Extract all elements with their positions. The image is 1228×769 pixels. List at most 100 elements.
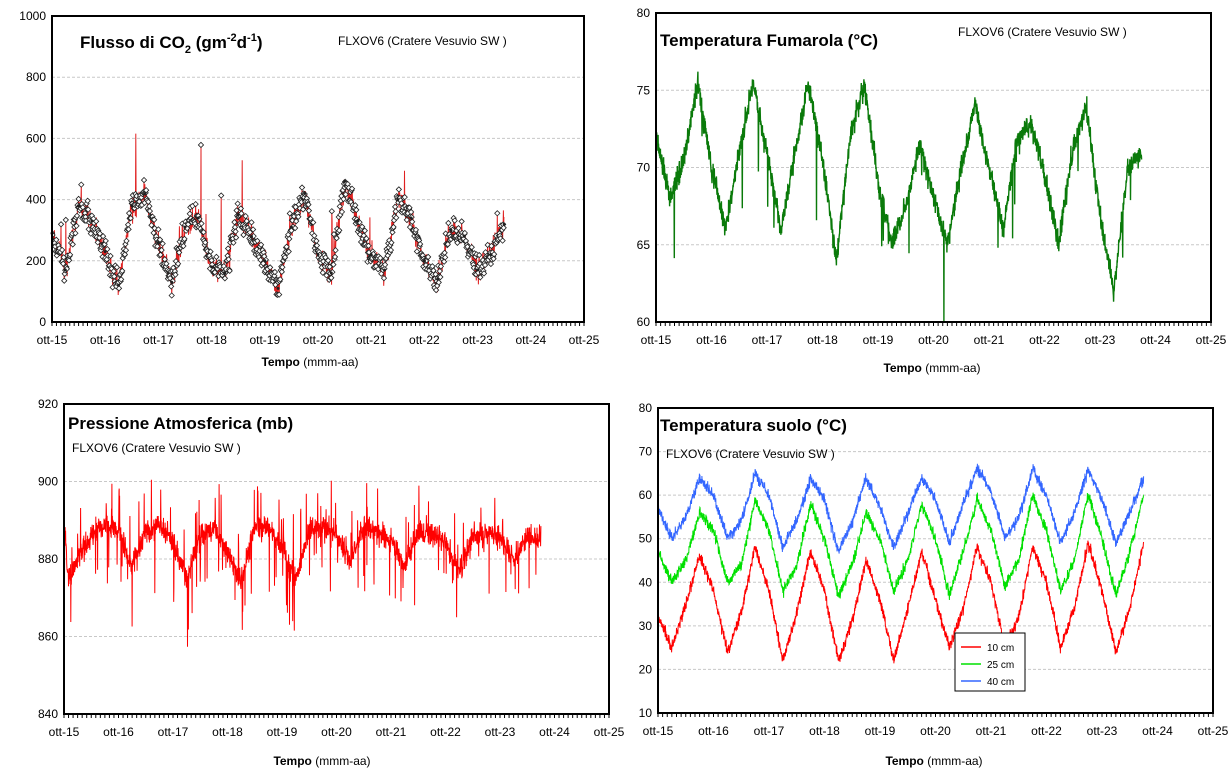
pressure-y-tick-label: 880 [38, 552, 58, 566]
co2-data-point [57, 221, 65, 228]
pressure-x-tick-label: ott-17 [158, 725, 189, 739]
co2-monthly-point [143, 191, 147, 195]
co2-data-point [246, 229, 254, 236]
soil-series-line-10cm [658, 540, 1145, 664]
co2-data-point [330, 261, 337, 268]
co2-data-point [468, 244, 475, 251]
soil-x-tick-label: ott-17 [754, 724, 785, 738]
co2-x-tick-label: ott-17 [143, 333, 174, 347]
co2-monthly-point [303, 191, 307, 195]
co2-data-point [198, 220, 205, 227]
co2-data-point [124, 221, 132, 228]
co2-y-tick-label: 800 [26, 70, 46, 84]
co2-data-point [94, 239, 101, 246]
pressure-x-tick-label: ott-15 [49, 725, 80, 739]
co2-data-point [157, 251, 164, 258]
co2-data-point [424, 253, 432, 261]
co2-x-tick-label: ott-21 [356, 333, 387, 347]
co2-data-point [226, 267, 233, 275]
co2-data-point [295, 213, 302, 220]
co2-data-point [342, 191, 349, 198]
co2-y-tick-label: 400 [26, 193, 46, 207]
co2-ticks: 0 200 400 600 800 1000 ott-15 ott-16 ott-17 ott-1… [19, 9, 599, 347]
co2-data-point [151, 225, 158, 232]
co2-data-point [181, 235, 188, 243]
fumarole-x-tick-label: ott-20 [918, 333, 949, 347]
soil-x-tick-label: ott-18 [809, 724, 840, 738]
co2-data-point [332, 247, 339, 254]
co2-x-tick-label: ott-15 [37, 333, 68, 347]
fumarole-station-label: FLXOV6 (Cratere Vesuvio SW ) [958, 25, 1127, 39]
pressure-grid [64, 481, 609, 637]
co2-data-point [285, 248, 292, 255]
fumarole-ticks: 60 65 70 75 80 ott-15 ott-16 ott-17 ott-18 ott-19… [637, 6, 1227, 347]
co2-data-point [180, 242, 187, 250]
fumarole-x-tick-label: ott-16 [696, 333, 727, 347]
co2-monthly-point [90, 219, 94, 223]
co2-data-point [53, 252, 60, 259]
co2-data-point [53, 236, 60, 243]
co2-monthly-point [130, 204, 134, 208]
co2-data-point [232, 228, 239, 235]
co2-data-point [437, 273, 444, 281]
pressure-x-tick-label: ott-21 [376, 725, 407, 739]
fumarole-x-tick-label: ott-22 [1029, 333, 1060, 347]
co2-monthly-point [196, 216, 200, 220]
co2-data-point [158, 246, 165, 254]
co2-monthly-point [103, 250, 107, 254]
co2-data-point [333, 235, 340, 242]
co2-data-point [254, 237, 261, 245]
pressure-x-tick-label: ott-16 [103, 725, 134, 739]
co2-monthly-point [117, 283, 120, 287]
soil-legend-label: 40 cm [987, 677, 1014, 688]
co2-data-point [85, 206, 92, 213]
co2-data-point [211, 269, 218, 276]
co2-data-point [161, 256, 168, 263]
soil-legend-label: 10 cm [987, 643, 1014, 654]
co2-data-point [499, 237, 506, 244]
co2-data-point [432, 286, 440, 294]
co2-data-point [289, 217, 296, 224]
pressure-x-tick-label: ott-24 [539, 725, 570, 739]
co2-flux-chart: 0 200 400 600 800 1000 ott-15 ott-16 ott-17 ott-1… [0, 0, 600, 380]
co2-data-point [464, 243, 471, 250]
fumarole-x-tick-label: ott-23 [1085, 333, 1116, 347]
co2-data-point [363, 235, 370, 242]
co2-title-main: Flusso di CO [80, 33, 185, 52]
co2-data-point [221, 275, 229, 282]
co2-x-tick-label: ott-23 [462, 333, 493, 347]
co2-data-point [395, 186, 403, 193]
co2-x-tick-label: ott-25 [569, 333, 600, 347]
soil-x-tick-label: ott-16 [698, 724, 729, 738]
co2-data-point [69, 241, 76, 248]
co2-monthly-point [383, 268, 386, 272]
pressure-x-tick-label: ott-20 [321, 725, 352, 739]
co2-data-point [107, 252, 114, 260]
co2-data-point [455, 225, 462, 232]
soil-x-tick-label: ott-20 [920, 724, 951, 738]
co2-y-tick-label: 200 [26, 254, 46, 268]
co2-data-point [353, 206, 360, 214]
co2-y-tick-label: 600 [26, 131, 46, 145]
co2-data-point [174, 260, 182, 267]
co2-monthly-point [462, 234, 466, 238]
co2-y-tick-label: 1000 [19, 9, 46, 23]
co2-data-point [286, 210, 293, 217]
co2-data-point [437, 263, 445, 270]
co2-grid [52, 76, 584, 262]
co2-data-point [119, 267, 126, 275]
co2-data-point [336, 227, 343, 234]
co2-title-units: (gm [191, 33, 227, 52]
co2-data-point [122, 247, 130, 254]
co2-markers [52, 141, 507, 299]
co2-x-tick-label: ott-24 [515, 333, 546, 347]
fumarole-y-tick-label: 75 [637, 83, 651, 97]
co2-data-point [186, 210, 193, 217]
fumarole-x-tick-label: ott-15 [641, 333, 672, 347]
co2-data-point [230, 239, 237, 246]
co2-data-point [62, 216, 69, 224]
co2-data-point [233, 207, 240, 214]
atmospheric-pressure-plot: 840 860 880 900 920 ott-15 ott-16 ott-17 ott-18 o… [38, 397, 625, 768]
co2-data-point [168, 292, 175, 299]
soil-y-tick-label: 40 [639, 575, 653, 589]
